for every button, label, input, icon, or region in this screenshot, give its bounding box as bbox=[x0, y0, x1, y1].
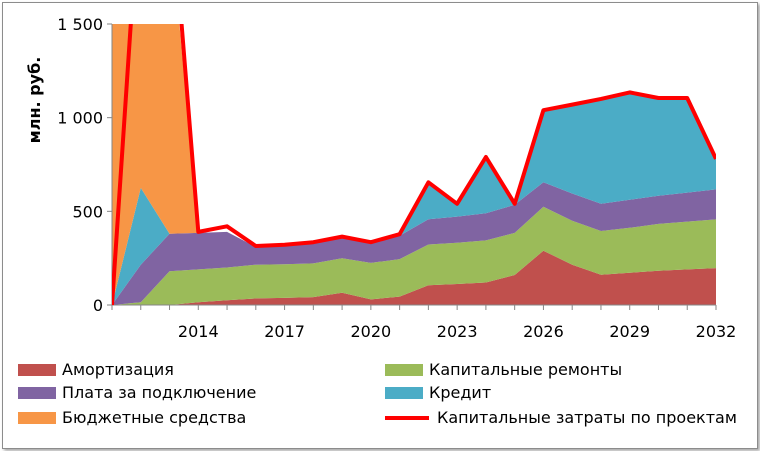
legend: Амортизация Капитальные ремонты Плата за п… bbox=[18, 360, 737, 427]
area-series-2 bbox=[112, 182, 716, 305]
legend-item-0: Амортизация bbox=[18, 360, 174, 379]
y-tick-label: 500 bbox=[72, 202, 103, 221]
legend-label: Кредит bbox=[429, 383, 491, 402]
x-tick-label: 2017 bbox=[264, 322, 305, 341]
legend-swatch bbox=[18, 387, 56, 399]
tick-labels: 0 500 1 000 1 500 2014 2017 2020 2023 2026 2029 20… bbox=[57, 15, 736, 341]
legend-item-4: Бюджетные средства bbox=[18, 408, 246, 427]
legend-label: Капитальные ремонты bbox=[429, 360, 622, 379]
legend-item-2: Плата за подключение bbox=[18, 383, 256, 402]
x-tick-label: 2020 bbox=[350, 322, 391, 341]
legend-label: Плата за подключение bbox=[62, 383, 256, 402]
y-axis-label: млн. руб. bbox=[25, 57, 44, 144]
x-tick-label: 2026 bbox=[523, 322, 564, 341]
x-tick-label: 2023 bbox=[437, 322, 478, 341]
legend-swatch bbox=[385, 364, 423, 376]
legend-item-3: Кредит bbox=[385, 383, 491, 402]
axes bbox=[107, 23, 717, 310]
capex-line bbox=[112, 24, 716, 306]
area-series-1 bbox=[112, 206, 716, 305]
x-tick-label: 2032 bbox=[696, 322, 737, 341]
legend-item-1: Капитальные ремонты bbox=[385, 360, 622, 379]
area-layers bbox=[112, 24, 716, 306]
legend-item-5: Капитальные затраты по проектам bbox=[385, 408, 737, 427]
legend-swatch bbox=[385, 387, 423, 399]
y-tick-label: 1 500 bbox=[57, 15, 103, 34]
legend-label: Капитальные затраты по проектам bbox=[437, 408, 737, 427]
legend-swatch bbox=[18, 412, 56, 424]
legend-label: Амортизация bbox=[62, 360, 174, 379]
area-series-4 bbox=[112, 24, 716, 305]
area-series-0 bbox=[112, 250, 716, 305]
y-tick-label: 1 000 bbox=[57, 109, 103, 128]
legend-label: Бюджетные средства bbox=[62, 408, 246, 427]
y-tick-label: 0 bbox=[93, 296, 103, 315]
x-tick-label: 2014 bbox=[178, 322, 219, 341]
legend-swatch bbox=[18, 364, 56, 376]
area-series-3 bbox=[112, 92, 716, 306]
x-tick-label: 2029 bbox=[609, 322, 650, 341]
capex-line-layer bbox=[112, 24, 716, 306]
